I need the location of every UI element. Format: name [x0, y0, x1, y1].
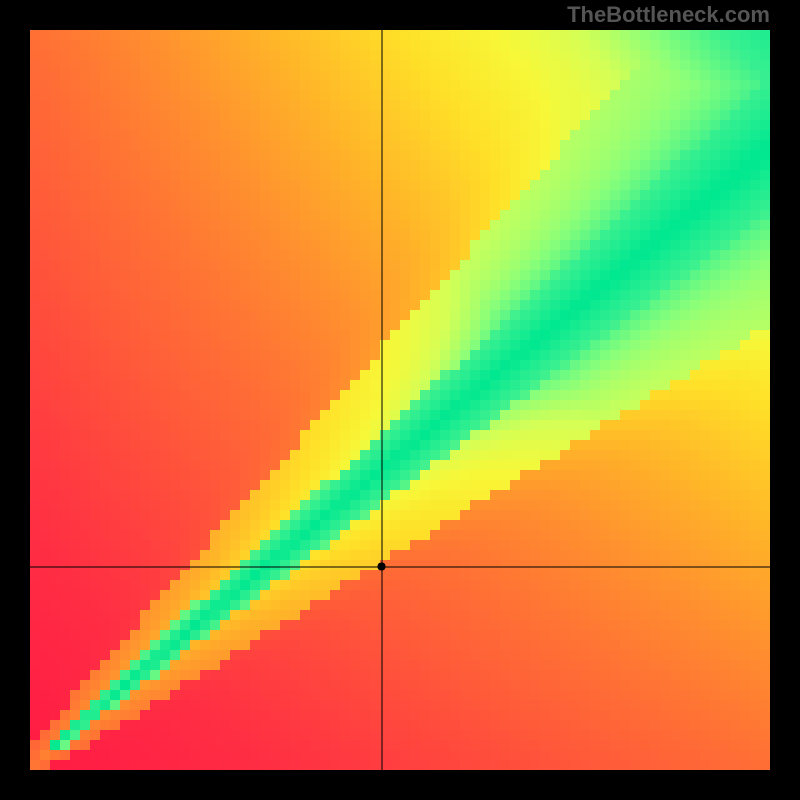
- heatmap-canvas: [0, 0, 800, 800]
- watermark-text: TheBottleneck.com: [567, 2, 770, 28]
- chart-container: TheBottleneck.com: [0, 0, 800, 800]
